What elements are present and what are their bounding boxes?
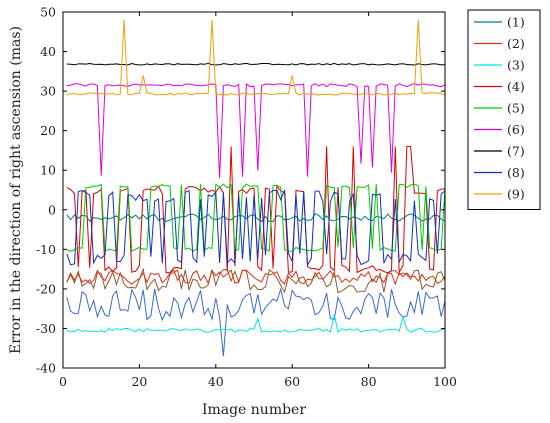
legend-label: (5) [507, 101, 525, 116]
y-tick-label: 40 [40, 44, 56, 59]
series-line-8 [66, 189, 445, 267]
y-tick-label: 50 [40, 5, 56, 20]
x-tick-label: 60 [284, 374, 300, 389]
series-line-4 [66, 146, 445, 274]
y-tick-label: 0 [48, 202, 56, 217]
y-tick-label: 20 [40, 123, 56, 138]
series-line-5 [66, 183, 445, 253]
legend-label: (9) [507, 187, 525, 202]
y-axis-title: Error in the direction of right ascensio… [8, 26, 24, 354]
y-axis: 50 40 30 20 10 0 -10 -20 -30 -40 [36, 5, 445, 376]
y-tick-label: 10 [40, 163, 56, 178]
x-tick-label: 100 [433, 374, 457, 389]
legend-label: (8) [507, 165, 525, 180]
y-tick-label: -10 [36, 242, 56, 257]
x-tick-label: 0 [59, 374, 67, 389]
legend-label: (2) [507, 36, 525, 51]
legend: (1) (2) (3) (4) (5) (6) (7) (8) (9) [467, 9, 541, 210]
y-tick-label: -20 [36, 281, 56, 296]
plot-area [66, 19, 445, 357]
extra-series-line [66, 267, 445, 294]
y-tick-label: -40 [36, 361, 56, 376]
legend-label: (1) [507, 15, 525, 30]
legend-box [467, 9, 541, 210]
legend-label: (4) [507, 79, 525, 94]
x-tick-label: 80 [361, 374, 377, 389]
x-tick-label: 20 [131, 374, 147, 389]
y-tick-label: -30 [36, 321, 56, 336]
series-line-6 [66, 83, 445, 178]
series-line-2 [66, 269, 445, 286]
legend-label: (3) [507, 58, 525, 73]
series-line-3 [66, 314, 445, 334]
x-tick-label: 40 [208, 374, 224, 389]
legend-label: (7) [507, 144, 525, 159]
x-axis-title: Image number [202, 402, 306, 418]
series-line-9 [66, 19, 445, 96]
series-line-7 [66, 62, 445, 66]
plot-frame [62, 11, 446, 369]
x-axis: 0 20 40 60 80 100 [59, 12, 457, 389]
legend-label: (6) [507, 122, 525, 137]
y-tick-label: 30 [40, 84, 56, 99]
extra-series-line [66, 287, 445, 357]
